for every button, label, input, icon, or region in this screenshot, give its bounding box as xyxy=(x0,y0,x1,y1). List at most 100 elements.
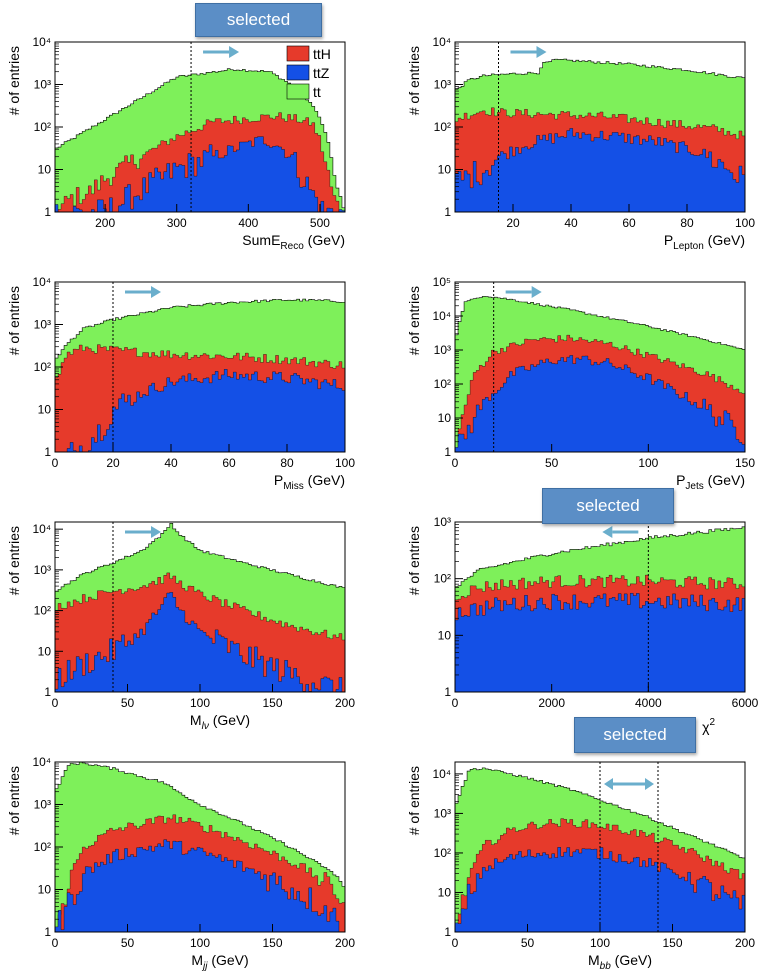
plot-frame xyxy=(454,281,746,453)
x-tick-label: 40 xyxy=(564,216,578,230)
x-tick-label: 0 xyxy=(52,456,59,470)
plot-area xyxy=(55,523,345,692)
y-tick-label: 10³ xyxy=(34,563,51,577)
x-axis-title: Mbb (GeV) xyxy=(588,952,652,972)
y-tick-label: 10³ xyxy=(34,318,51,332)
x-tick-label: 400 xyxy=(238,216,258,230)
y-axis-title: # of entries xyxy=(406,766,422,835)
x-tick-label: 100 xyxy=(190,936,210,950)
x-tick-label: 50 xyxy=(545,456,559,470)
panel-p1: 1 10 10² 10³ 10⁴ 200 300 400 500 # of entries SumE… xyxy=(6,35,346,252)
x-tick-label: 50 xyxy=(121,936,135,950)
arrow-head-icon xyxy=(151,286,161,298)
x-axis-title: χ2 xyxy=(702,717,715,735)
panel-p2: 1 10 10² 10³ 10⁴ 20 40 60 80 100 # of entries PLept… xyxy=(406,35,755,252)
y-tick-label: 10⁴ xyxy=(432,767,451,781)
x-tick-label: 60 xyxy=(222,456,236,470)
x-tick-label: 200 xyxy=(735,936,755,950)
x-tick-label: 50 xyxy=(121,696,135,710)
y-axis-title: # of entries xyxy=(6,46,22,115)
arrow-head-icon xyxy=(645,778,654,790)
legend-swatch-tt xyxy=(286,83,310,100)
legend-swatch-tth xyxy=(286,45,310,62)
series-ttz-histogram xyxy=(55,839,345,932)
x-tick-label: 150 xyxy=(662,936,682,950)
y-tick-label: 10 xyxy=(38,644,52,658)
y-tick-label: 10⁴ xyxy=(32,522,51,536)
y-tick-label: 10³ xyxy=(434,343,451,357)
x-tick-label: 0 xyxy=(52,696,59,710)
x-tick-label: 100 xyxy=(638,456,658,470)
plot-area xyxy=(455,296,745,452)
x-tick-label: 20 xyxy=(506,216,520,230)
panel-p5: 1 10 10² 10³ 10⁴ 0 50 100 150 200 # of entries Mlν … xyxy=(6,521,355,732)
y-tick-label: 10 xyxy=(38,883,52,897)
plot-area xyxy=(455,767,745,932)
x-axis-title: PMiss (GeV) xyxy=(274,472,345,492)
y-tick-label: 10 xyxy=(38,403,52,417)
arrow-head-icon xyxy=(229,46,240,58)
y-tick-label: 10⁴ xyxy=(32,275,51,289)
x-tick-label: 0 xyxy=(452,936,459,950)
x-tick-label: 2000 xyxy=(538,696,565,710)
y-tick-label: 10 xyxy=(438,411,452,425)
selected-badge: selected xyxy=(574,717,696,753)
plot-area xyxy=(455,58,745,212)
arrow-head-icon xyxy=(536,46,547,58)
x-tick-label: 0 xyxy=(452,696,459,710)
y-tick-label: 1 xyxy=(444,685,451,699)
legend-swatch-ttz xyxy=(286,64,310,81)
y-axis-title: # of entries xyxy=(6,766,22,835)
x-tick-label: 150 xyxy=(262,936,282,950)
x-tick-label: 20 xyxy=(106,456,120,470)
y-tick-label: 1 xyxy=(444,205,451,219)
selected-badge: selected xyxy=(195,3,322,37)
x-tick-label: 200 xyxy=(95,216,115,230)
arrow-head-icon xyxy=(531,286,542,298)
y-tick-label: 10² xyxy=(434,572,451,586)
series-ttz-histogram xyxy=(455,128,745,212)
x-tick-label: 200 xyxy=(335,936,355,950)
x-tick-label: 200 xyxy=(335,696,355,710)
x-tick-label: 4000 xyxy=(635,696,662,710)
x-tick-label: 100 xyxy=(590,936,610,950)
x-axis-title: Mlν (GeV) xyxy=(190,712,250,732)
plot-area xyxy=(455,526,745,692)
panel-p4: 1 10 10² 10³ 10⁴ 10⁵ 0 50 100 150 # of entries PJet… xyxy=(406,275,755,492)
y-tick-label: 10 xyxy=(438,885,452,899)
y-tick-label: 10 xyxy=(38,163,52,177)
series-ttz-histogram xyxy=(455,355,745,452)
plot-area xyxy=(55,68,345,212)
x-tick-label: 150 xyxy=(262,696,282,710)
x-tick-label: 100 xyxy=(190,696,210,710)
x-tick-label: 300 xyxy=(167,216,187,230)
y-tick-label: 10⁵ xyxy=(433,275,451,289)
arrow-head-icon xyxy=(602,526,613,538)
plot-area xyxy=(55,298,345,452)
y-tick-label: 10⁴ xyxy=(32,35,51,49)
y-tick-label: 10³ xyxy=(434,806,451,820)
x-tick-label: 40 xyxy=(164,456,178,470)
y-axis-title: # of entries xyxy=(406,286,422,355)
x-tick-label: 100 xyxy=(335,456,355,470)
y-tick-label: 10³ xyxy=(434,515,451,529)
y-tick-label: 10² xyxy=(34,840,51,854)
x-tick-label: 0 xyxy=(52,936,59,950)
panel-p6: 1 10 10² 10³ 0 2000 4000 6000 # of entries χ2 xyxy=(406,515,759,735)
y-tick-label: 1 xyxy=(44,445,51,459)
x-tick-label: 100 xyxy=(735,216,755,230)
panel-p8: 1 10 10² 10³ 10⁴ 0 50 100 150 200 # of entries Mbb … xyxy=(406,761,755,972)
legend-label-tth: ttH xyxy=(313,46,331,62)
y-tick-label: 10² xyxy=(434,377,451,391)
x-tick-label: 80 xyxy=(680,216,694,230)
y-tick-label: 1 xyxy=(44,925,51,939)
y-tick-label: 10³ xyxy=(34,78,51,92)
y-tick-label: 10² xyxy=(34,360,51,374)
y-tick-label: 1 xyxy=(444,445,451,459)
x-tick-label: 150 xyxy=(735,456,755,470)
x-axis-title: PLepton (GeV) xyxy=(664,232,745,252)
y-tick-label: 10⁴ xyxy=(432,35,451,49)
series-ttz-histogram xyxy=(55,136,345,212)
arrow-head-icon xyxy=(151,526,161,538)
